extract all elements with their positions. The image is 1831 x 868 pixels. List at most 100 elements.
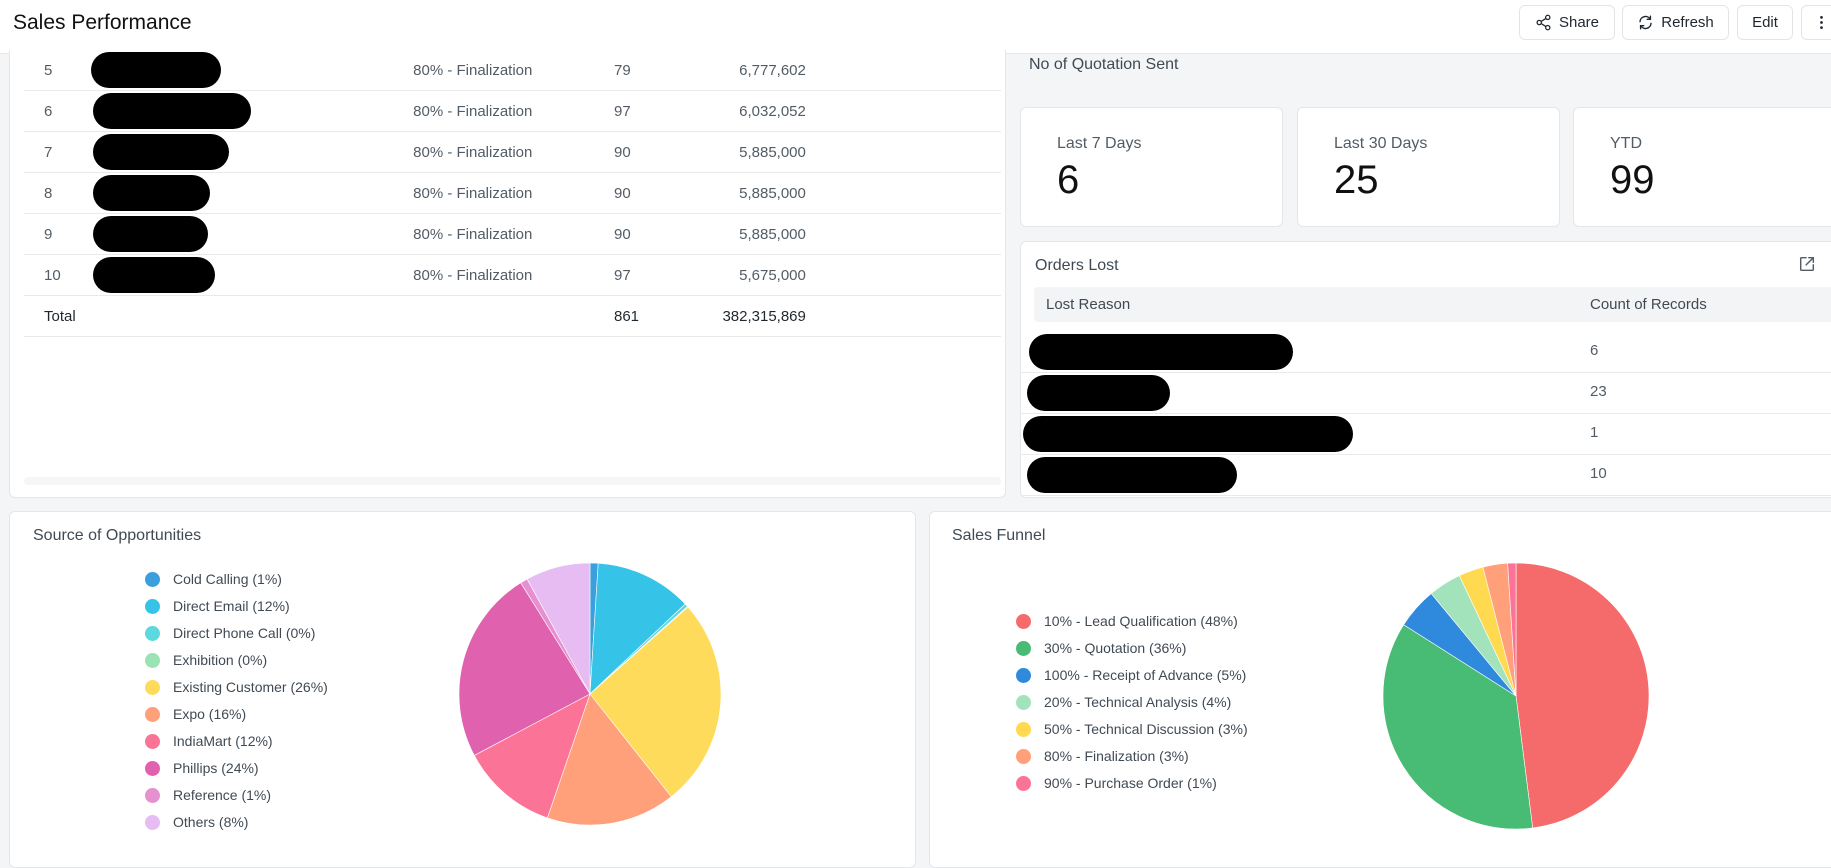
rank-cell: 8 <box>24 172 92 214</box>
legend-label: Phillips (24%) <box>173 760 259 776</box>
share-icon <box>1536 14 1551 31</box>
page-title: Sales Performance <box>13 11 192 34</box>
legend-item[interactable]: Expo (16%) <box>145 706 246 722</box>
table-row[interactable]: 6 80% - Finalization 97 6,032,052 <box>24 90 1001 132</box>
redacted-name <box>93 216 209 252</box>
total-label: Total <box>24 295 614 337</box>
legend-swatch <box>145 760 160 776</box>
share-label: Share <box>1558 14 1600 31</box>
table-row[interactable]: 23 <box>1021 373 1831 414</box>
pie-slice[interactable] <box>589 562 686 695</box>
legend-label: Direct Email (12%) <box>173 598 290 614</box>
opportunity-name-cell <box>91 50 414 91</box>
share-button[interactable]: Share <box>1519 5 1615 40</box>
amount-cell: 5,885,000 <box>696 213 806 255</box>
legend-item[interactable]: Direct Email (12%) <box>145 598 290 614</box>
total-row: Total 861 382,315,869 <box>24 295 1001 337</box>
table-row[interactable]: 8 80% - Finalization 90 5,885,000 <box>24 172 1001 214</box>
legend-item[interactable]: Direct Phone Call (0%) <box>145 625 315 641</box>
legend-item[interactable]: Cold Calling (1%) <box>145 571 282 587</box>
redacted-name <box>93 175 211 211</box>
legend-item[interactable]: 90% - Purchase Order (1%) <box>1016 775 1217 791</box>
count-cell: 79 <box>613 50 697 91</box>
legend-swatch <box>145 625 160 641</box>
legend-item[interactable]: Exhibition (0%) <box>145 652 267 668</box>
stat-value: 25 <box>1334 158 1379 202</box>
redacted-lost-reason <box>1023 416 1353 452</box>
table-row[interactable]: 10 <box>1021 455 1831 496</box>
legend-label: 50% - Technical Discussion (3%) <box>1044 721 1248 737</box>
table-row[interactable]: 10 80% - Finalization 97 5,675,000 <box>24 254 1001 296</box>
count-cell: 23 <box>1590 383 1607 400</box>
legend-swatch <box>145 679 160 695</box>
legend-item[interactable]: IndiaMart (12%) <box>145 733 273 749</box>
legend-swatch <box>145 598 160 614</box>
source-chart-title: Source of Opportunities <box>33 527 202 544</box>
legend-item[interactable]: 20% - Technical Analysis (4%) <box>1016 694 1231 710</box>
redacted-name <box>93 134 230 170</box>
pie-slice[interactable] <box>1382 624 1534 830</box>
legend-item[interactable]: 10% - Lead Qualification (48%) <box>1016 613 1238 629</box>
opportunity-name-cell <box>91 254 414 296</box>
horizontal-scrollbar[interactable] <box>24 477 1001 485</box>
table-row[interactable]: 9 80% - Finalization 90 5,885,000 <box>24 213 1001 255</box>
legend-item[interactable]: 80% - Finalization (3%) <box>1016 748 1189 764</box>
redacted-lost-reason <box>1027 457 1237 493</box>
refresh-icon <box>1639 15 1652 30</box>
stat-label: YTD <box>1610 135 1642 152</box>
more-options-button[interactable] <box>1801 5 1831 40</box>
count-cell: 97 <box>613 90 697 132</box>
legend-swatch <box>1016 775 1031 791</box>
legend-label: Cold Calling (1%) <box>173 571 282 587</box>
amount-cell: 5,885,000 <box>696 131 806 173</box>
table-row[interactable]: 5 80% - Finalization 79 6,777,602 <box>24 50 1001 91</box>
legend-item[interactable]: Existing Customer (26%) <box>145 679 328 695</box>
table-row[interactable]: 7 80% - Finalization 90 5,885,000 <box>24 131 1001 173</box>
more-vertical-icon <box>1819 16 1823 29</box>
pie-slice[interactable] <box>458 582 591 756</box>
legend-item[interactable]: Reference (1%) <box>145 787 271 803</box>
external-link-icon[interactable] <box>1798 255 1816 273</box>
pie-slice[interactable] <box>589 606 722 798</box>
stat-label: Last 7 Days <box>1057 135 1142 152</box>
pie-slice[interactable] <box>1515 562 1650 829</box>
opportunity-name-cell <box>91 90 414 132</box>
total-count: 861 <box>613 295 697 337</box>
sales-funnel-panel: Sales Funnel 10% - Lead Qualification (4… <box>929 511 1831 868</box>
legend-label: Expo (16%) <box>173 706 247 722</box>
legend-item[interactable]: 30% - Quotation (36%) <box>1016 640 1186 656</box>
stat-card: YTD 99 <box>1573 107 1831 227</box>
legend-label: 10% - Lead Qualification (48%) <box>1044 613 1238 629</box>
pie-slice[interactable] <box>1507 562 1517 697</box>
amount-cell: 5,885,000 <box>696 172 806 214</box>
legend-swatch <box>145 571 160 587</box>
count-cell: 6 <box>1590 342 1599 359</box>
pie-slice[interactable] <box>546 693 672 826</box>
legend-swatch <box>1016 613 1031 629</box>
legend-label: Exhibition (0%) <box>173 652 268 668</box>
source-of-opportunities-panel: Source of Opportunities Cold Calling (1%… <box>9 511 916 868</box>
opportunity-name-cell <box>91 131 414 173</box>
refresh-button[interactable]: Refresh <box>1622 5 1729 40</box>
legend-label: Reference (1%) <box>173 787 272 803</box>
legend-swatch <box>1016 667 1031 683</box>
legend-item[interactable]: 100% - Receipt of Advance (5%) <box>1016 667 1246 683</box>
opportunity-name-cell <box>91 172 414 214</box>
edit-button[interactable]: Edit <box>1737 5 1793 40</box>
legend-label: 100% - Receipt of Advance (5%) <box>1044 667 1247 683</box>
orders-lost-title: Orders Lost <box>1035 257 1119 274</box>
legend-item[interactable]: Phillips (24%) <box>145 760 259 776</box>
legend-item[interactable]: 50% - Technical Discussion (3%) <box>1016 721 1248 737</box>
pie-slice[interactable] <box>473 693 591 819</box>
count-cell: 90 <box>613 213 697 255</box>
count-cell: 97 <box>613 254 697 296</box>
table-row[interactable]: 6 <box>1021 332 1831 373</box>
quotations-title: No of Quotation Sent <box>1029 56 1179 73</box>
redacted-name <box>93 257 216 293</box>
table-row[interactable]: 1 <box>1021 414 1831 455</box>
pie-slice[interactable] <box>526 562 591 695</box>
stat-value: 6 <box>1057 158 1080 202</box>
rank-cell: 6 <box>24 90 92 132</box>
stat-card: Last 7 Days 6 <box>1020 107 1283 227</box>
legend-item[interactable]: Others (8%) <box>145 814 248 830</box>
